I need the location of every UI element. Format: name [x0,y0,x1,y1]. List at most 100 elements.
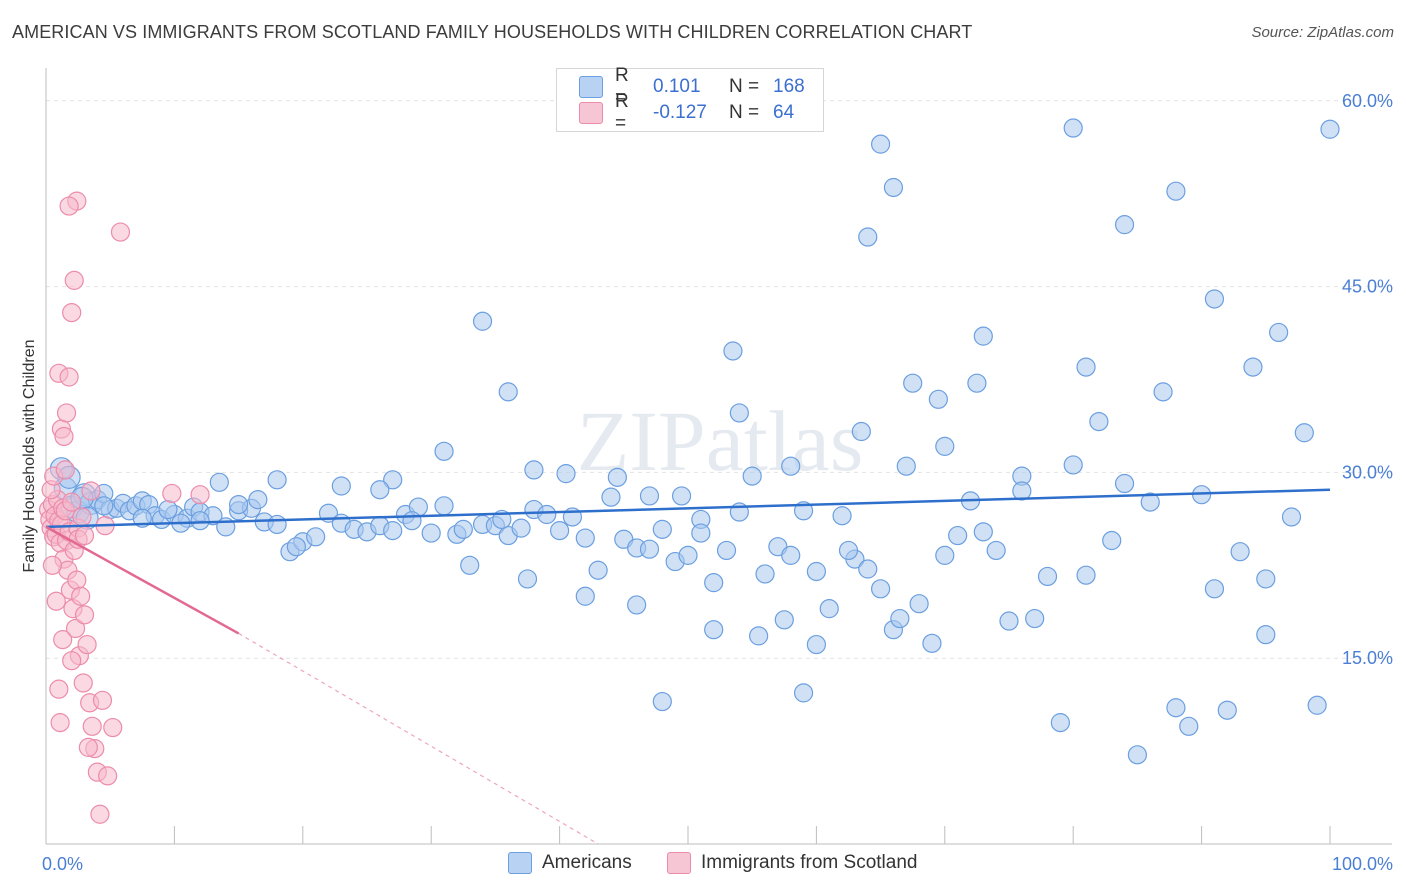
data-point [434,496,454,516]
data-point [64,270,84,290]
data-point [1166,698,1186,718]
data-point [331,476,351,496]
data-point [1204,289,1225,309]
data-point [98,766,118,786]
data-point [671,486,692,506]
data-point [370,480,390,500]
data-point [472,311,493,331]
n-value: 64 [773,102,795,123]
r-value: -0.127 [653,102,707,123]
data-point [607,467,627,487]
legend-item-americans[interactable]: Americans [508,852,632,874]
legend-swatch-pink [579,102,603,124]
data-point [742,466,762,486]
data-point [575,586,595,606]
data-point [306,527,326,547]
data-point [53,630,73,650]
data-point [774,610,794,630]
legend-label: Americans [542,852,632,873]
data-point [755,564,775,584]
data-point [1127,745,1148,765]
data-point [601,487,621,507]
data-point [793,683,814,703]
data-point [858,227,878,247]
data-point [1050,713,1070,733]
data-point [781,456,801,476]
data-point [74,605,95,625]
data-point [1063,118,1083,138]
data-point [209,472,229,492]
data-point [132,508,152,528]
r-label: R = [615,91,629,134]
data-point [1140,492,1160,512]
tick-labels: 15.0% 30.0% 45.0% 60.0% 0.0% 100.0% [42,91,1393,874]
data-point [556,464,576,484]
data-point [935,436,955,456]
data-point [1012,481,1032,501]
data-point [90,804,110,824]
legend-swatch-blue [508,852,532,874]
series-legend: Americans Immigrants from Scotland [0,852,1406,878]
data-point [729,403,749,423]
data-point [537,504,557,525]
correlation-legend: R = 0.101 N = 168 R = -0.127 N = 64 [556,65,824,134]
legend-item-scotland[interactable]: Immigrants from Scotland [667,852,917,874]
x-tick-label: 100.0% [1332,854,1393,874]
data-point [588,560,608,580]
data-point [935,545,955,565]
data-point [434,441,454,461]
data-point [973,522,993,542]
data-point [54,426,74,447]
data-point [575,528,595,548]
data-point [928,389,948,409]
data-point [55,460,75,480]
data-point [65,618,86,639]
n-value: 168 [773,76,805,97]
data-point [74,525,95,546]
data-point [1243,357,1263,377]
legend-row-americans: R = 0.101 N = 168 [579,65,805,108]
data-point [453,519,473,539]
data-point [838,540,859,561]
data-point [909,594,929,614]
data-point [1256,569,1276,589]
data-point [72,507,92,527]
data-point [1256,625,1276,645]
data-point [62,302,82,323]
data-point [806,561,827,582]
data-point [781,545,801,565]
data-point [819,599,839,619]
data-point [639,486,660,506]
gridlines [46,100,1392,659]
data-point [806,634,827,655]
data-point [1179,716,1199,736]
data-point [1089,412,1109,432]
data-point [383,470,403,490]
data-point [1230,542,1250,562]
legend-swatch-blue [579,76,603,98]
data-point [460,555,480,575]
data-point [1037,566,1058,587]
data-point [549,521,570,541]
data-point [870,134,891,154]
trend-line-americans [45,488,1331,529]
data-point [678,545,698,565]
y-tick-label: 45.0% [1342,277,1393,297]
data-point [190,511,210,531]
data-point [870,579,891,599]
data-point [1320,119,1340,139]
data-point [190,485,210,505]
trend-lines [45,488,1331,845]
data-point [639,539,660,559]
trend-line-scotland-extension [238,632,599,845]
data-point [77,634,97,655]
data-point [248,490,268,510]
data-point [67,570,87,590]
data-point [704,573,724,593]
legend-row-scotland: R = -0.127 N = 64 [579,91,795,134]
data-point [896,456,916,476]
data-point [652,691,672,712]
n-label: N = [729,102,760,123]
data-point [704,620,724,640]
